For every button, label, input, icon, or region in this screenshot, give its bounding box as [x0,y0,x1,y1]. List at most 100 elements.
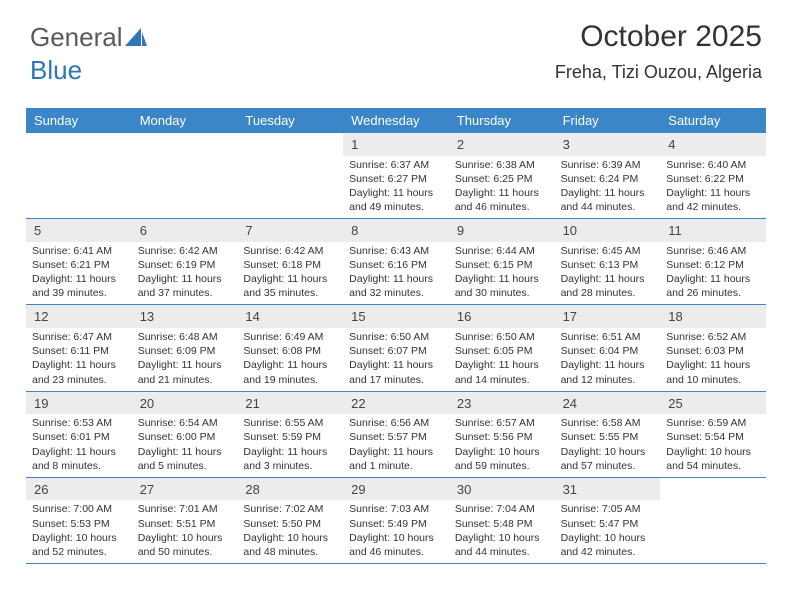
daylight-text-1: Daylight: 10 hours [243,531,337,545]
daylight-text-2: and 44 minutes. [561,200,655,214]
day-cell: 5Sunrise: 6:41 AMSunset: 6:21 PMDaylight… [26,219,132,304]
daylight-text-1: Daylight: 11 hours [561,358,655,372]
daylight-text-1: Daylight: 10 hours [138,531,232,545]
day-body: Sunrise: 6:37 AMSunset: 6:27 PMDaylight:… [343,156,449,219]
daylight-text-2: and 26 minutes. [666,286,760,300]
day-cell: 24Sunrise: 6:58 AMSunset: 5:55 PMDayligh… [555,392,661,477]
logo-text-2: Blue [30,55,82,85]
calendar-weeks: 1Sunrise: 6:37 AMSunset: 6:27 PMDaylight… [26,133,766,564]
day-cell: 10Sunrise: 6:45 AMSunset: 6:13 PMDayligh… [555,219,661,304]
daylight-text-1: Daylight: 11 hours [138,358,232,372]
sunset-text: Sunset: 6:16 PM [349,258,443,272]
sunrise-text: Sunrise: 6:55 AM [243,416,337,430]
sunset-text: Sunset: 5:48 PM [455,517,549,531]
logo: General Blue [30,22,147,86]
day-body: Sunrise: 7:04 AMSunset: 5:48 PMDaylight:… [449,500,555,563]
daylight-text-2: and 12 minutes. [561,373,655,387]
day-cell [660,478,766,563]
daylight-text-1: Daylight: 10 hours [455,445,549,459]
day-body: Sunrise: 6:52 AMSunset: 6:03 PMDaylight:… [660,328,766,391]
sunset-text: Sunset: 6:22 PM [666,172,760,186]
sunrise-text: Sunrise: 6:56 AM [349,416,443,430]
daylight-text-1: Daylight: 10 hours [32,531,126,545]
weekday-header: Friday [555,108,661,133]
daylight-text-2: and 49 minutes. [349,200,443,214]
day-number: 31 [555,478,661,501]
daylight-text-2: and 32 minutes. [349,286,443,300]
title-block: October 2025 Freha, Tizi Ouzou, Algeria [555,20,762,83]
day-cell: 16Sunrise: 6:50 AMSunset: 6:05 PMDayligh… [449,305,555,390]
daylight-text-1: Daylight: 10 hours [561,445,655,459]
daylight-text-2: and 17 minutes. [349,373,443,387]
weekday-header: Sunday [26,108,132,133]
daylight-text-2: and 42 minutes. [561,545,655,559]
sunset-text: Sunset: 6:15 PM [455,258,549,272]
daylight-text-1: Daylight: 11 hours [243,272,337,286]
day-body: Sunrise: 6:43 AMSunset: 6:16 PMDaylight:… [343,242,449,305]
day-body: Sunrise: 6:47 AMSunset: 6:11 PMDaylight:… [26,328,132,391]
sunset-text: Sunset: 6:05 PM [455,344,549,358]
sunrise-text: Sunrise: 6:58 AM [561,416,655,430]
sunrise-text: Sunrise: 6:50 AM [455,330,549,344]
weekday-header-row: SundayMondayTuesdayWednesdayThursdayFrid… [26,108,766,133]
daylight-text-1: Daylight: 11 hours [455,272,549,286]
sunset-text: Sunset: 5:50 PM [243,517,337,531]
sunrise-text: Sunrise: 6:37 AM [349,158,443,172]
sunrise-text: Sunrise: 6:42 AM [243,244,337,258]
day-body: Sunrise: 6:51 AMSunset: 6:04 PMDaylight:… [555,328,661,391]
sunset-text: Sunset: 5:53 PM [32,517,126,531]
day-cell: 15Sunrise: 6:50 AMSunset: 6:07 PMDayligh… [343,305,449,390]
day-body: Sunrise: 6:56 AMSunset: 5:57 PMDaylight:… [343,414,449,477]
daylight-text-2: and 14 minutes. [455,373,549,387]
weekday-header: Wednesday [343,108,449,133]
day-number: 24 [555,392,661,415]
sunset-text: Sunset: 6:12 PM [666,258,760,272]
daylight-text-1: Daylight: 11 hours [349,272,443,286]
day-body: Sunrise: 6:45 AMSunset: 6:13 PMDaylight:… [555,242,661,305]
day-cell: 23Sunrise: 6:57 AMSunset: 5:56 PMDayligh… [449,392,555,477]
day-number [237,133,343,156]
sunset-text: Sunset: 5:55 PM [561,430,655,444]
daylight-text-2: and 44 minutes. [455,545,549,559]
daylight-text-1: Daylight: 11 hours [666,272,760,286]
day-cell: 18Sunrise: 6:52 AMSunset: 6:03 PMDayligh… [660,305,766,390]
day-number: 25 [660,392,766,415]
daylight-text-2: and 46 minutes. [349,545,443,559]
day-number: 29 [343,478,449,501]
day-cell: 2Sunrise: 6:38 AMSunset: 6:25 PMDaylight… [449,133,555,218]
daylight-text-1: Daylight: 11 hours [455,186,549,200]
day-cell: 13Sunrise: 6:48 AMSunset: 6:09 PMDayligh… [132,305,238,390]
day-body: Sunrise: 6:50 AMSunset: 6:05 PMDaylight:… [449,328,555,391]
day-body: Sunrise: 6:42 AMSunset: 6:18 PMDaylight:… [237,242,343,305]
daylight-text-2: and 8 minutes. [32,459,126,473]
daylight-text-2: and 39 minutes. [32,286,126,300]
calendar: SundayMondayTuesdayWednesdayThursdayFrid… [26,108,766,564]
day-number: 2 [449,133,555,156]
sunset-text: Sunset: 5:57 PM [349,430,443,444]
day-number [26,133,132,156]
day-cell: 11Sunrise: 6:46 AMSunset: 6:12 PMDayligh… [660,219,766,304]
month-title: October 2025 [555,20,762,54]
day-cell: 31Sunrise: 7:05 AMSunset: 5:47 PMDayligh… [555,478,661,563]
day-cell: 3Sunrise: 6:39 AMSunset: 6:24 PMDaylight… [555,133,661,218]
sunrise-text: Sunrise: 6:49 AM [243,330,337,344]
day-number: 20 [132,392,238,415]
daylight-text-1: Daylight: 11 hours [349,186,443,200]
day-number: 14 [237,305,343,328]
day-cell: 1Sunrise: 6:37 AMSunset: 6:27 PMDaylight… [343,133,449,218]
day-cell [237,133,343,218]
daylight-text-2: and 30 minutes. [455,286,549,300]
sunset-text: Sunset: 6:09 PM [138,344,232,358]
sunset-text: Sunset: 5:51 PM [138,517,232,531]
daylight-text-1: Daylight: 11 hours [349,445,443,459]
day-body: Sunrise: 6:58 AMSunset: 5:55 PMDaylight:… [555,414,661,477]
day-number: 30 [449,478,555,501]
day-number: 7 [237,219,343,242]
day-cell: 7Sunrise: 6:42 AMSunset: 6:18 PMDaylight… [237,219,343,304]
daylight-text-2: and 59 minutes. [455,459,549,473]
day-number: 12 [26,305,132,328]
daylight-text-2: and 28 minutes. [561,286,655,300]
day-number: 4 [660,133,766,156]
day-body: Sunrise: 6:39 AMSunset: 6:24 PMDaylight:… [555,156,661,219]
week-row: 26Sunrise: 7:00 AMSunset: 5:53 PMDayligh… [26,478,766,564]
